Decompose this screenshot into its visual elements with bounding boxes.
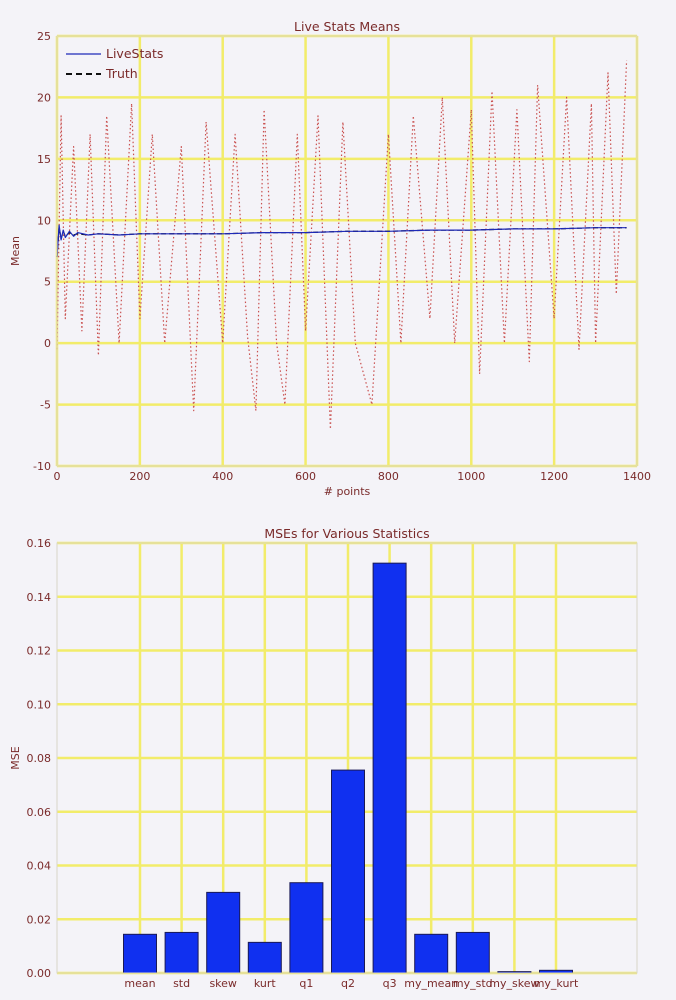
chart1-ytick-label: 10	[37, 214, 51, 227]
chart1-xtick-label: 800	[378, 470, 399, 483]
chart2-ytick-label: 0.08	[27, 752, 52, 765]
chart1-series	[56, 60, 628, 430]
chart-live-stats-means: 0 200 400 600 800 1000 1200 1400 -10 -5 0 5 10 15 20 25…	[9, 19, 651, 498]
chart1-xtick-label: 600	[295, 470, 316, 483]
chart2-ytick-label: 0.14	[27, 591, 52, 604]
bar-my-mean	[414, 933, 449, 974]
chart1-xlabel: # points	[324, 485, 371, 498]
bar-q1	[289, 882, 324, 974]
chart2-xtick-label: kurt	[254, 977, 277, 990]
chart1-xtick-label: 200	[129, 470, 150, 483]
chart2-xtick-label: mean	[124, 977, 155, 990]
chart1-ytick-label: 25	[37, 30, 51, 43]
chart2-frame	[56, 542, 638, 974]
chart2-ytick-label: 0.16	[27, 537, 52, 550]
chart2-ylabel: MSE	[9, 746, 22, 769]
chart2-xtick-label: my_mean	[404, 977, 458, 990]
chart2-xtick-label: my_skew	[489, 977, 539, 990]
chart1-ytick-label: 15	[37, 153, 51, 166]
chart1-ytick-label: 0	[44, 337, 51, 350]
chart1-xtick-label: 400	[212, 470, 233, 483]
chart2-ytick-label: 0.06	[27, 806, 52, 819]
chart1-ticks: 0 200 400 600 800 1000 1200 1400 -10 -5 0 5 10 15 20 25	[33, 30, 651, 483]
chart2-xtick-label: skew	[209, 977, 236, 990]
chart1-ytick-label: -10	[33, 460, 51, 473]
bar-mean	[123, 933, 157, 974]
chart1-ylabel: Mean	[9, 236, 22, 266]
legend-label-truth: Truth	[105, 66, 138, 81]
chart2-title: MSEs for Various Statistics	[264, 526, 429, 541]
chart1-xtick-label: 1400	[623, 470, 651, 483]
chart2-bars	[123, 562, 573, 974]
bar-q2	[331, 769, 365, 974]
bar-kurt	[247, 941, 282, 974]
chart1-xtick-label: 1000	[457, 470, 485, 483]
series-noisy-samples-line	[56, 60, 628, 430]
chart2-xtick-label: q1	[299, 977, 313, 990]
chart2-ytick-label: 0.02	[27, 913, 52, 926]
chart1-ytick-label: 5	[44, 276, 51, 289]
bar-skew	[206, 891, 241, 974]
chart2-xtick-label: q3	[383, 977, 397, 990]
series-livestats-line	[56, 224, 627, 258]
legend-label-livestats: LiveStats	[106, 46, 163, 61]
chart-mse-various-statistics: 0.00 0.02 0.04 0.06 0.08 0.10 0.12 0.14 0.16 mean…	[9, 526, 638, 990]
chart1-xtick-label: 0	[54, 470, 61, 483]
chart2-xtick-label: q2	[341, 977, 355, 990]
chart2-ytick-label: 0.10	[27, 698, 52, 711]
chart2-ticks: 0.00 0.02 0.04 0.06 0.08 0.10 0.12 0.14 0.16 mean…	[27, 537, 579, 990]
chart2-ytick-label: 0.12	[27, 645, 52, 658]
chart1-legend: LiveStats Truth	[66, 46, 163, 81]
chart1-frame	[56, 35, 638, 467]
bar-std	[164, 931, 199, 974]
chart2-xtick-label: my_kurt	[534, 977, 579, 990]
chart2-xtick-label: my_std	[453, 977, 493, 990]
bar-my-std	[455, 931, 490, 974]
chart1-xtick-label: 1200	[540, 470, 568, 483]
chart2-ytick-label: 0.04	[27, 860, 52, 873]
chart1-ytick-label: -5	[40, 399, 51, 412]
chart2-ytick-label: 0.00	[27, 967, 52, 980]
chart1-ytick-label: 20	[37, 91, 51, 104]
bar-q3	[372, 562, 407, 974]
chart2-xtick-label: std	[173, 977, 190, 990]
chart1-title: Live Stats Means	[294, 19, 400, 34]
